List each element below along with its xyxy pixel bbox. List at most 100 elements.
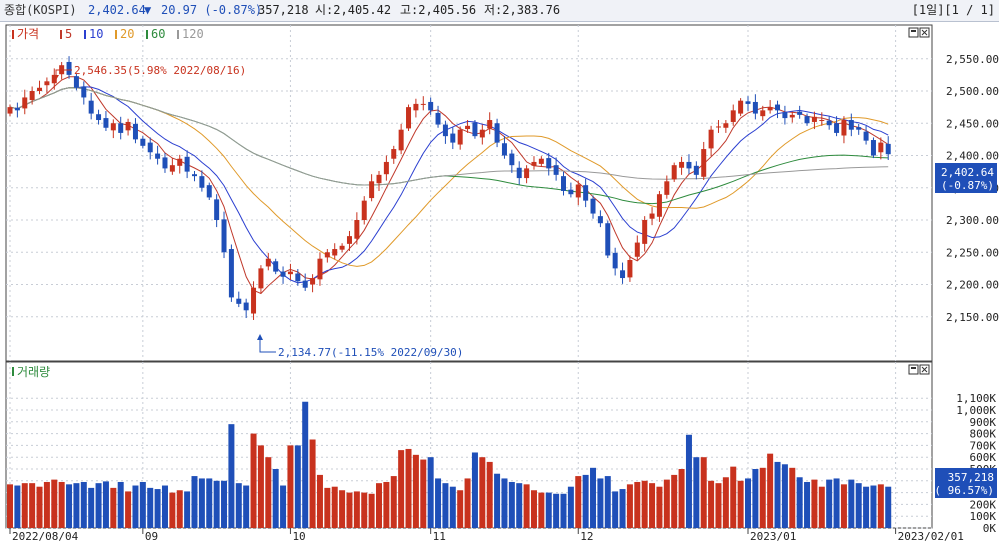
volume-bar bbox=[412, 454, 419, 528]
volume-bar bbox=[479, 457, 486, 528]
maximize-icon-bar bbox=[911, 30, 916, 32]
candle-body bbox=[81, 86, 87, 98]
volume-bar bbox=[125, 491, 132, 528]
candle-body bbox=[775, 104, 781, 111]
volume-tick-label: 900K bbox=[970, 416, 997, 429]
volume-bar bbox=[398, 450, 405, 528]
candle-body bbox=[501, 143, 507, 156]
low-annotation: 2,134.77(-11.15% 2022/09/30) bbox=[257, 334, 463, 359]
volume-tick-label: 600K bbox=[970, 451, 997, 464]
volume-bar bbox=[597, 478, 604, 528]
maximize-icon[interactable] bbox=[908, 27, 919, 38]
candle-body bbox=[479, 129, 485, 138]
volume-tick-label: 800K bbox=[970, 428, 997, 441]
volume-bar bbox=[390, 476, 397, 528]
volume-bar bbox=[235, 483, 242, 528]
candle-body bbox=[546, 158, 552, 169]
price-tick-label: 2,550.00 bbox=[946, 53, 999, 66]
volume-bar bbox=[582, 474, 589, 528]
candle-body bbox=[435, 112, 441, 125]
candle-body bbox=[251, 287, 257, 314]
volume-bar bbox=[693, 457, 700, 528]
candle-body bbox=[767, 107, 773, 111]
x-tick-label: 2023/01 bbox=[750, 530, 796, 543]
volume-bar bbox=[508, 481, 515, 528]
volume-bar bbox=[759, 467, 766, 528]
ma-legend-marker bbox=[60, 30, 62, 39]
candle-body bbox=[228, 249, 234, 298]
candle-body bbox=[612, 252, 618, 269]
volume-bar bbox=[95, 483, 102, 528]
volume-bar bbox=[132, 485, 139, 528]
price-panel-controls[interactable] bbox=[908, 27, 930, 38]
volume-bar bbox=[80, 481, 87, 528]
ma-legend-marker bbox=[84, 30, 86, 39]
candle-body bbox=[782, 112, 788, 119]
volume-bar bbox=[169, 492, 176, 528]
close-icon-x bbox=[921, 29, 928, 36]
candle-body bbox=[214, 199, 220, 220]
volume-bar bbox=[324, 487, 331, 528]
volume-bar bbox=[604, 476, 611, 528]
candle-body bbox=[243, 302, 249, 311]
high-annotation-text: 2,546.35(5.98% 2022/08/16) bbox=[74, 64, 246, 77]
low-annotation-text: 2,134.77(-11.15% 2022/09/30) bbox=[278, 346, 463, 359]
candle-body bbox=[656, 194, 662, 217]
volume-bar bbox=[545, 492, 552, 528]
volume-bar bbox=[346, 492, 353, 528]
candle-body bbox=[686, 161, 692, 169]
candle-body bbox=[206, 185, 212, 198]
current-price: 2,402.64 bbox=[88, 3, 146, 17]
volume-bar bbox=[685, 434, 692, 528]
candle-body bbox=[693, 165, 699, 175]
volume-tick-label: 0K bbox=[983, 522, 997, 535]
candle-body bbox=[590, 198, 596, 214]
candle-body bbox=[221, 219, 227, 253]
ma-legend-marker bbox=[177, 30, 179, 39]
volume-bar bbox=[501, 478, 508, 528]
volume-bar bbox=[102, 481, 109, 528]
period-selector[interactable]: [1일][1 / 1] bbox=[911, 3, 995, 17]
volume-value: 357,218 bbox=[258, 3, 309, 17]
volume-tag-value: 357,218 bbox=[948, 471, 994, 484]
volume-bar bbox=[257, 445, 264, 528]
volume-bar bbox=[21, 483, 28, 528]
candle-body bbox=[406, 107, 412, 129]
volume-bar bbox=[590, 467, 597, 528]
candle-body bbox=[29, 91, 35, 101]
candle-body bbox=[538, 158, 544, 164]
volume-panel-controls[interactable] bbox=[908, 364, 930, 375]
candle-body bbox=[752, 101, 758, 114]
volume-bar bbox=[88, 487, 95, 528]
volume-bar bbox=[36, 486, 43, 528]
volume-bar bbox=[840, 484, 847, 528]
candle-body bbox=[789, 114, 795, 118]
volume-legend-label: 거래량 bbox=[17, 365, 50, 379]
candle-body bbox=[561, 176, 566, 191]
candle-body bbox=[826, 120, 832, 126]
volume-bar bbox=[553, 493, 560, 528]
candle-body bbox=[870, 140, 876, 156]
candle-body bbox=[472, 122, 478, 137]
candle-body bbox=[37, 87, 43, 91]
volume-bar bbox=[464, 478, 471, 528]
open-price: 시:2,405.42 bbox=[315, 3, 392, 17]
volume-bar bbox=[516, 483, 523, 528]
volume-bar bbox=[280, 485, 287, 528]
candle-body bbox=[118, 123, 124, 133]
volume-bar bbox=[302, 401, 309, 528]
volume-bar bbox=[833, 478, 840, 528]
candle-body bbox=[177, 158, 183, 166]
volume-bar bbox=[671, 474, 678, 528]
candle-body bbox=[51, 74, 57, 84]
maximize-icon[interactable] bbox=[908, 364, 919, 375]
volume-tick-label: 100K bbox=[970, 510, 997, 523]
ma-line-5 bbox=[9, 76, 889, 295]
candle-body bbox=[597, 216, 603, 224]
volume-bar bbox=[530, 490, 537, 528]
candle-body bbox=[280, 271, 286, 277]
candle-body bbox=[819, 120, 825, 122]
ma-legend-marker bbox=[115, 30, 117, 39]
symbol-label: 종합(KOSPI) bbox=[4, 3, 77, 17]
